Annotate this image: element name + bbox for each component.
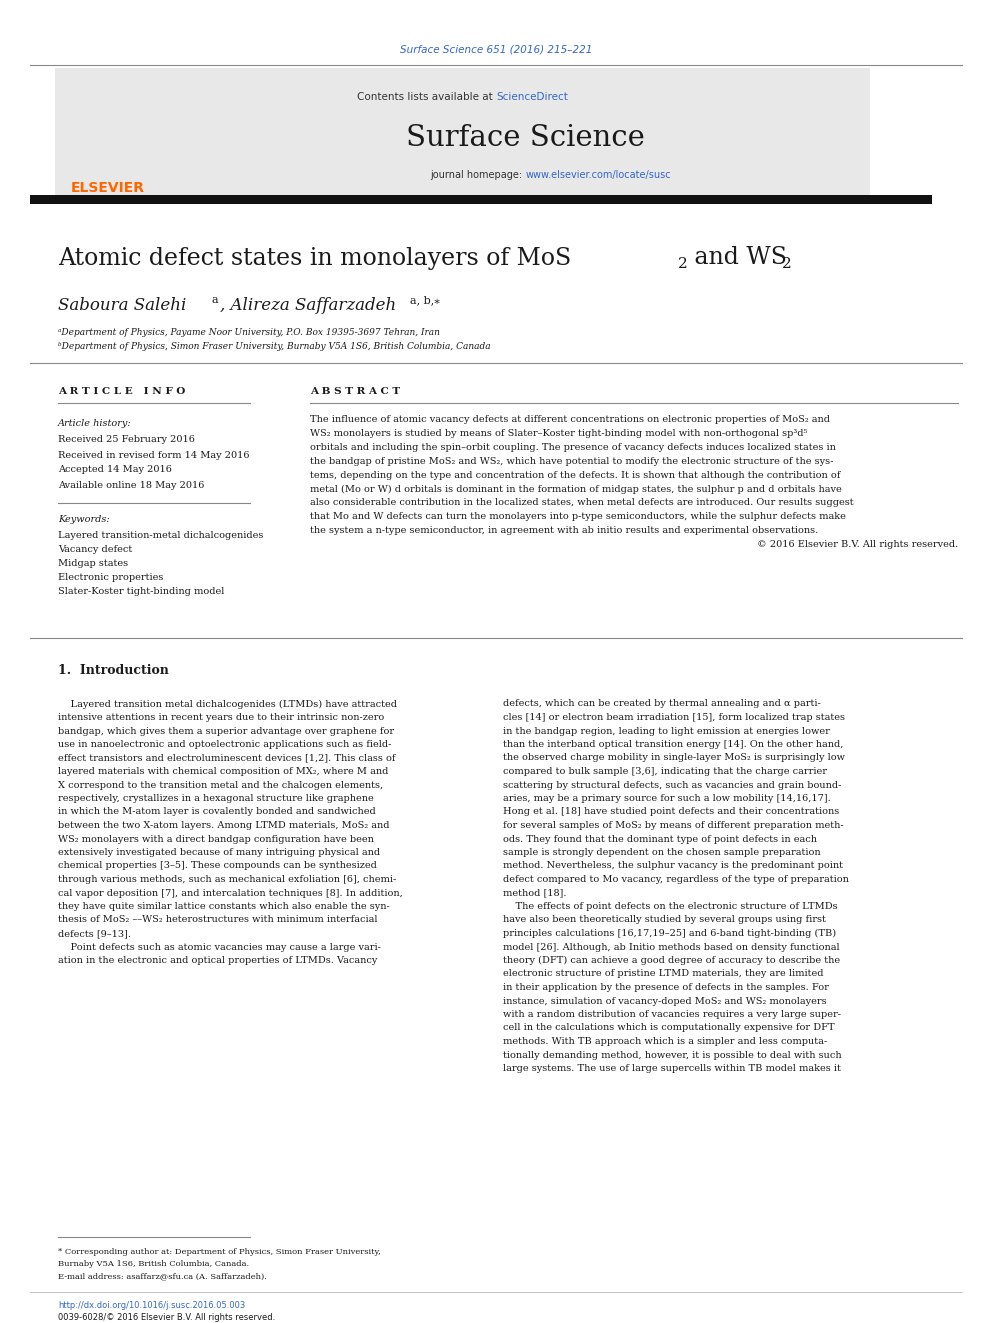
Text: ation in the electronic and optical properties of LTMDs. Vacancy: ation in the electronic and optical prop… (58, 957, 377, 964)
Text: in their application by the presence of defects in the samples. For: in their application by the presence of … (503, 983, 829, 992)
Text: Received 25 February 2016: Received 25 February 2016 (58, 435, 194, 445)
Text: methods. With TB approach which is a simpler and less computa-: methods. With TB approach which is a sim… (503, 1037, 827, 1046)
Text: Midgap states: Midgap states (58, 558, 128, 568)
Text: www.elsevier.com/locate/susc: www.elsevier.com/locate/susc (526, 169, 672, 180)
Text: between the two X-atom layers. Among LTMD materials, MoS₂ and: between the two X-atom layers. Among LTM… (58, 822, 390, 830)
Text: ods. They found that the dominant type of point defects in each: ods. They found that the dominant type o… (503, 835, 817, 844)
Text: Vacancy defect: Vacancy defect (58, 545, 132, 553)
Text: E-mail address: asaffarz@sfu.ca (A. Saffarzadeh).: E-mail address: asaffarz@sfu.ca (A. Saff… (58, 1271, 267, 1279)
Text: Electronic properties: Electronic properties (58, 573, 164, 582)
Text: cal vapor deposition [7], and intercalation techniques [8]. In addition,: cal vapor deposition [7], and intercalat… (58, 889, 403, 897)
Text: also considerable contribution in the localized states, when metal defects are i: also considerable contribution in the lo… (310, 499, 854, 507)
Text: for several samples of MoS₂ by means of different preparation meth-: for several samples of MoS₂ by means of … (503, 822, 843, 830)
Text: X correspond to the transition metal and the chalcogen elements,: X correspond to the transition metal and… (58, 781, 383, 790)
Text: A R T I C L E   I N F O: A R T I C L E I N F O (58, 388, 186, 397)
Text: Accepted 14 May 2016: Accepted 14 May 2016 (58, 466, 172, 475)
Text: * Corresponding author at: Department of Physics, Simon Fraser University,: * Corresponding author at: Department of… (58, 1248, 381, 1256)
Text: sample is strongly dependent on the chosen sample preparation: sample is strongly dependent on the chos… (503, 848, 820, 857)
Text: © 2016 Elsevier B.V. All rights reserved.: © 2016 Elsevier B.V. All rights reserved… (757, 540, 958, 549)
Text: ScienceDirect: ScienceDirect (496, 93, 567, 102)
FancyBboxPatch shape (30, 194, 932, 204)
Text: ELSEVIER: ELSEVIER (71, 181, 145, 194)
Text: WS₂ monolayers is studied by means of Slater–Koster tight-binding model with non: WS₂ monolayers is studied by means of Sl… (310, 429, 807, 438)
Text: effect transistors and electroluminescent devices [1,2]. This class of: effect transistors and electroluminescen… (58, 754, 396, 762)
Text: http://dx.doi.org/10.1016/j.susc.2016.05.003: http://dx.doi.org/10.1016/j.susc.2016.05… (58, 1301, 245, 1310)
Text: tems, depending on the type and concentration of the defects. It is shown that a: tems, depending on the type and concentr… (310, 471, 840, 480)
Text: bandgap, which gives them a superior advantage over graphene for: bandgap, which gives them a superior adv… (58, 726, 394, 736)
Text: model [26]. Although, ab Initio methods based on density functional: model [26]. Although, ab Initio methods … (503, 942, 839, 951)
Text: large systems. The use of large supercells within TB model makes it: large systems. The use of large supercel… (503, 1064, 841, 1073)
Text: Available online 18 May 2016: Available online 18 May 2016 (58, 480, 204, 490)
Text: Contents lists available at: Contents lists available at (357, 93, 496, 102)
Text: 1.  Introduction: 1. Introduction (58, 664, 169, 677)
Text: defects, which can be created by thermal annealing and α parti-: defects, which can be created by thermal… (503, 700, 820, 709)
Text: Surface Science 651 (2016) 215–221: Surface Science 651 (2016) 215–221 (400, 45, 592, 56)
Text: they have quite similar lattice constants which also enable the syn-: they have quite similar lattice constant… (58, 902, 390, 912)
Text: ᵇDepartment of Physics, Simon Fraser University, Burnaby V5A 1S6, British Columb: ᵇDepartment of Physics, Simon Fraser Uni… (58, 343, 491, 352)
Text: , Alireza Saffarzadeh: , Alireza Saffarzadeh (220, 298, 396, 315)
Text: 0039-6028/© 2016 Elsevier B.V. All rights reserved.: 0039-6028/© 2016 Elsevier B.V. All right… (58, 1312, 275, 1322)
Text: principles calculations [16,17,19–25] and 6-band tight-binding (TB): principles calculations [16,17,19–25] an… (503, 929, 836, 938)
Text: 2: 2 (782, 257, 792, 271)
Text: extensively investigated because of many intriguing physical and: extensively investigated because of many… (58, 848, 380, 857)
Text: Layered transition-metal dichalcogenides: Layered transition-metal dichalcogenides (58, 531, 263, 540)
Text: cell in the calculations which is computationally expensive for DFT: cell in the calculations which is comput… (503, 1024, 834, 1032)
Text: method. Nevertheless, the sulphur vacancy is the predominant point: method. Nevertheless, the sulphur vacanc… (503, 861, 843, 871)
Text: defect compared to Mo vacancy, regardless of the type of preparation: defect compared to Mo vacancy, regardles… (503, 875, 849, 884)
Text: than the interband optical transition energy [14]. On the other hand,: than the interband optical transition en… (503, 740, 843, 749)
Text: compared to bulk sample [3,6], indicating that the charge carrier: compared to bulk sample [3,6], indicatin… (503, 767, 827, 777)
Text: the system a n-type semiconductor, in agreement with ab initio results and exper: the system a n-type semiconductor, in ag… (310, 527, 818, 534)
Text: defects [9–13].: defects [9–13]. (58, 929, 131, 938)
Text: a, b,⁎: a, b,⁎ (410, 295, 439, 306)
Text: that Mo and W defects can turn the monolayers into p-type semiconductors, while : that Mo and W defects can turn the monol… (310, 512, 846, 521)
Text: chemical properties [3–5]. These compounds can be synthesized: chemical properties [3–5]. These compoun… (58, 861, 377, 871)
Text: 2: 2 (678, 257, 687, 271)
Text: a: a (212, 295, 218, 306)
Text: method [18].: method [18]. (503, 889, 566, 897)
Text: instance, simulation of vacancy-doped MoS₂ and WS₂ monolayers: instance, simulation of vacancy-doped Mo… (503, 996, 826, 1005)
Text: thesis of MoS₂ ––WS₂ heterostructures with minimum interfacial: thesis of MoS₂ ––WS₂ heterostructures wi… (58, 916, 378, 925)
Text: Surface Science: Surface Science (407, 124, 645, 152)
Text: cles [14] or electron beam irradiation [15], form localized trap states: cles [14] or electron beam irradiation [… (503, 713, 845, 722)
Text: Received in revised form 14 May 2016: Received in revised form 14 May 2016 (58, 451, 250, 459)
Text: and WS: and WS (687, 246, 787, 270)
FancyBboxPatch shape (55, 67, 870, 194)
Text: Hong et al. [18] have studied point defects and their concentrations: Hong et al. [18] have studied point defe… (503, 807, 839, 816)
Text: Slater-Koster tight-binding model: Slater-Koster tight-binding model (58, 586, 224, 595)
Text: theory (DFT) can achieve a good degree of accuracy to describe the: theory (DFT) can achieve a good degree o… (503, 957, 840, 964)
Text: WS₂ monolayers with a direct bandgap configuration have been: WS₂ monolayers with a direct bandgap con… (58, 835, 374, 844)
Text: The effects of point defects on the electronic structure of LTMDs: The effects of point defects on the elec… (503, 902, 837, 912)
Text: use in nanoelectronic and optoelectronic applications such as field-: use in nanoelectronic and optoelectronic… (58, 740, 392, 749)
Text: Article history:: Article history: (58, 418, 132, 427)
Text: through various methods, such as mechanical exfoliation [6], chemi-: through various methods, such as mechani… (58, 875, 396, 884)
Text: ᵃDepartment of Physics, Payame Noor University, P.O. Box 19395-3697 Tehran, Iran: ᵃDepartment of Physics, Payame Noor Univ… (58, 328, 439, 336)
Text: the bandgap of pristine MoS₂ and WS₂, which have potential to modify the electro: the bandgap of pristine MoS₂ and WS₂, wh… (310, 456, 833, 466)
Text: orbitals and including the spin–orbit coupling. The presence of vacancy defects : orbitals and including the spin–orbit co… (310, 443, 836, 452)
Text: Atomic defect states in monolayers of MoS: Atomic defect states in monolayers of Mo… (58, 246, 571, 270)
Text: aries, may be a primary source for such a low mobility [14,16,17].: aries, may be a primary source for such … (503, 794, 830, 803)
Text: Layered transition metal dichalcogenides (LTMDs) have attracted: Layered transition metal dichalcogenides… (58, 700, 397, 709)
Text: The influence of atomic vacancy defects at different concentrations on electroni: The influence of atomic vacancy defects … (310, 415, 830, 425)
Text: in which the M-atom layer is covalently bonded and sandwiched: in which the M-atom layer is covalently … (58, 807, 376, 816)
Text: have also been theoretically studied by several groups using first: have also been theoretically studied by … (503, 916, 826, 925)
Text: intensive attentions in recent years due to their intrinsic non-zero: intensive attentions in recent years due… (58, 713, 384, 722)
Text: scattering by structural defects, such as vacancies and grain bound-: scattering by structural defects, such a… (503, 781, 841, 790)
Text: Saboura Salehi: Saboura Salehi (58, 298, 186, 315)
Text: layered materials with chemical composition of MX₂, where M and: layered materials with chemical composit… (58, 767, 389, 777)
Text: tionally demanding method, however, it is possible to deal with such: tionally demanding method, however, it i… (503, 1050, 841, 1060)
Text: electronic structure of pristine LTMD materials, they are limited: electronic structure of pristine LTMD ma… (503, 970, 823, 979)
Text: in the bandgap region, leading to light emission at energies lower: in the bandgap region, leading to light … (503, 726, 830, 736)
Text: the observed charge mobility in single-layer MoS₂ is surprisingly low: the observed charge mobility in single-l… (503, 754, 845, 762)
Text: journal homepage:: journal homepage: (431, 169, 526, 180)
Text: metal (Mo or W) d orbitals is dominant in the formation of midgap states, the su: metal (Mo or W) d orbitals is dominant i… (310, 484, 842, 493)
Text: A B S T R A C T: A B S T R A C T (310, 388, 400, 397)
Text: respectively, crystallizes in a hexagonal structure like graphene: respectively, crystallizes in a hexagona… (58, 794, 374, 803)
Text: Point defects such as atomic vacancies may cause a large vari-: Point defects such as atomic vacancies m… (58, 942, 381, 951)
Text: with a random distribution of vacancies requires a very large super-: with a random distribution of vacancies … (503, 1009, 841, 1019)
Text: Burnaby V5A 1S6, British Columbia, Canada.: Burnaby V5A 1S6, British Columbia, Canad… (58, 1259, 249, 1267)
Text: Keywords:: Keywords: (58, 516, 110, 524)
